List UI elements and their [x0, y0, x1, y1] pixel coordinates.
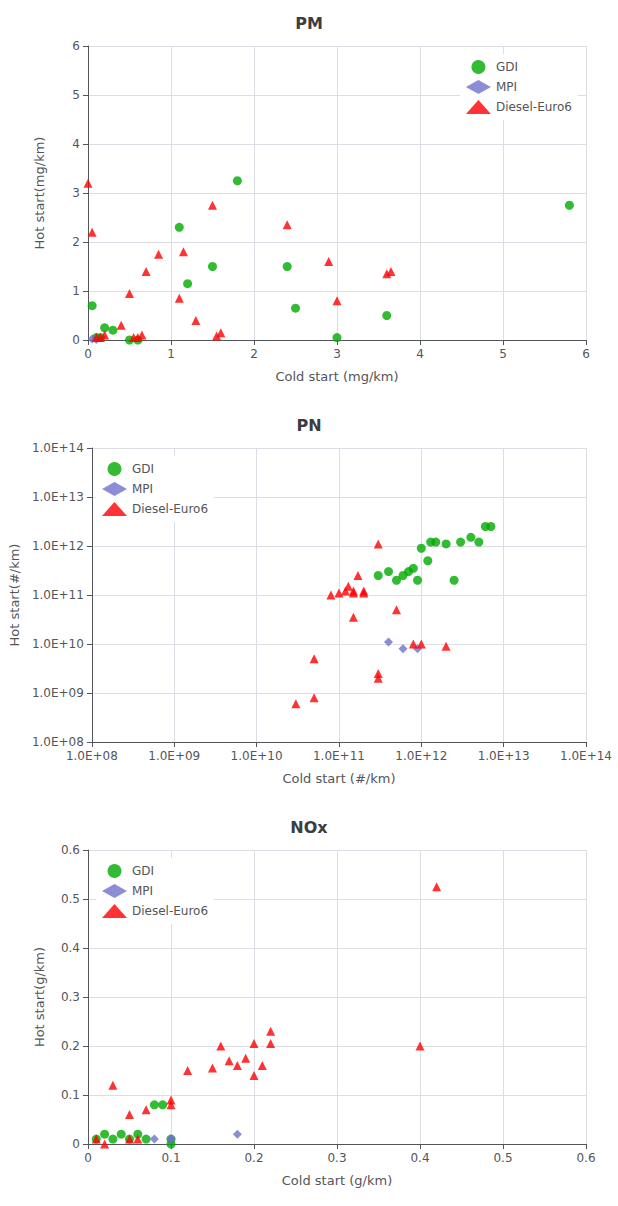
svg-text:GDI: GDI — [132, 864, 154, 878]
svg-text:1.0E+13: 1.0E+13 — [478, 749, 530, 763]
svg-text:0.3: 0.3 — [61, 990, 80, 1004]
svg-text:4: 4 — [72, 137, 80, 151]
svg-text:GDI: GDI — [496, 60, 518, 74]
svg-text:1: 1 — [72, 284, 80, 298]
svg-text:1.0E+11: 1.0E+11 — [32, 588, 84, 602]
svg-text:1.0E+14: 1.0E+14 — [32, 441, 84, 455]
svg-text:0: 0 — [72, 333, 80, 347]
svg-text:1.0E+13: 1.0E+13 — [32, 490, 84, 504]
svg-text:6: 6 — [582, 347, 590, 361]
svg-text:0.2: 0.2 — [244, 1151, 263, 1165]
svg-text:2: 2 — [250, 347, 258, 361]
svg-text:2: 2 — [72, 235, 80, 249]
svg-text:Cold start (g/km): Cold start (g/km) — [282, 1173, 392, 1188]
svg-text:5: 5 — [72, 88, 80, 102]
svg-text:0.5: 0.5 — [493, 1151, 512, 1165]
svg-text:6: 6 — [72, 39, 80, 53]
svg-text:1.0E+12: 1.0E+12 — [32, 539, 84, 553]
svg-text:0: 0 — [72, 1137, 80, 1151]
svg-text:1.0E+11: 1.0E+11 — [313, 749, 365, 763]
svg-text:0.6: 0.6 — [61, 843, 80, 857]
svg-text:0.4: 0.4 — [61, 941, 80, 955]
svg-text:0.2: 0.2 — [61, 1039, 80, 1053]
svg-text:1.0E+08: 1.0E+08 — [66, 749, 118, 763]
svg-text:1.0E+12: 1.0E+12 — [395, 749, 447, 763]
svg-text:1.0E+09: 1.0E+09 — [148, 749, 200, 763]
svg-text:1.0E+10: 1.0E+10 — [231, 749, 283, 763]
svg-text:1.0E+10: 1.0E+10 — [32, 637, 84, 651]
svg-text:1.0E+08: 1.0E+08 — [32, 735, 84, 749]
svg-text:3: 3 — [333, 347, 341, 361]
svg-text:0.6: 0.6 — [576, 1151, 595, 1165]
svg-text:Diesel-Euro6: Diesel-Euro6 — [496, 100, 572, 114]
svg-text:Hot start(g/km): Hot start(g/km) — [32, 947, 47, 1047]
svg-text:MPI: MPI — [132, 482, 153, 496]
svg-text:PM: PM — [295, 14, 323, 33]
svg-text:3: 3 — [72, 186, 80, 200]
svg-text:Diesel-Euro6: Diesel-Euro6 — [132, 502, 208, 516]
svg-text:1.0E+14: 1.0E+14 — [560, 749, 612, 763]
svg-text:1.0E+09: 1.0E+09 — [32, 686, 84, 700]
svg-text:Hot start(mg/km): Hot start(mg/km) — [32, 137, 47, 250]
svg-text:GDI: GDI — [132, 462, 154, 476]
svg-text:Diesel-Euro6: Diesel-Euro6 — [132, 904, 208, 918]
svg-text:0.5: 0.5 — [61, 892, 80, 906]
svg-text:Cold start (#/km): Cold start (#/km) — [282, 771, 395, 786]
svg-text:0: 0 — [84, 1151, 92, 1165]
svg-text:Cold start (mg/km): Cold start (mg/km) — [275, 369, 398, 384]
svg-text:0.1: 0.1 — [61, 1088, 80, 1102]
svg-text:Hot start(#/km): Hot start(#/km) — [7, 544, 22, 647]
svg-text:MPI: MPI — [496, 80, 517, 94]
svg-text:5: 5 — [499, 347, 507, 361]
svg-text:PN: PN — [296, 416, 321, 435]
svg-text:0.1: 0.1 — [161, 1151, 180, 1165]
svg-text:0: 0 — [84, 347, 92, 361]
svg-text:0.3: 0.3 — [327, 1151, 346, 1165]
svg-text:MPI: MPI — [132, 884, 153, 898]
svg-text:NOx: NOx — [290, 818, 328, 837]
svg-text:1: 1 — [167, 347, 175, 361]
svg-text:4: 4 — [416, 347, 424, 361]
svg-text:0.4: 0.4 — [410, 1151, 429, 1165]
